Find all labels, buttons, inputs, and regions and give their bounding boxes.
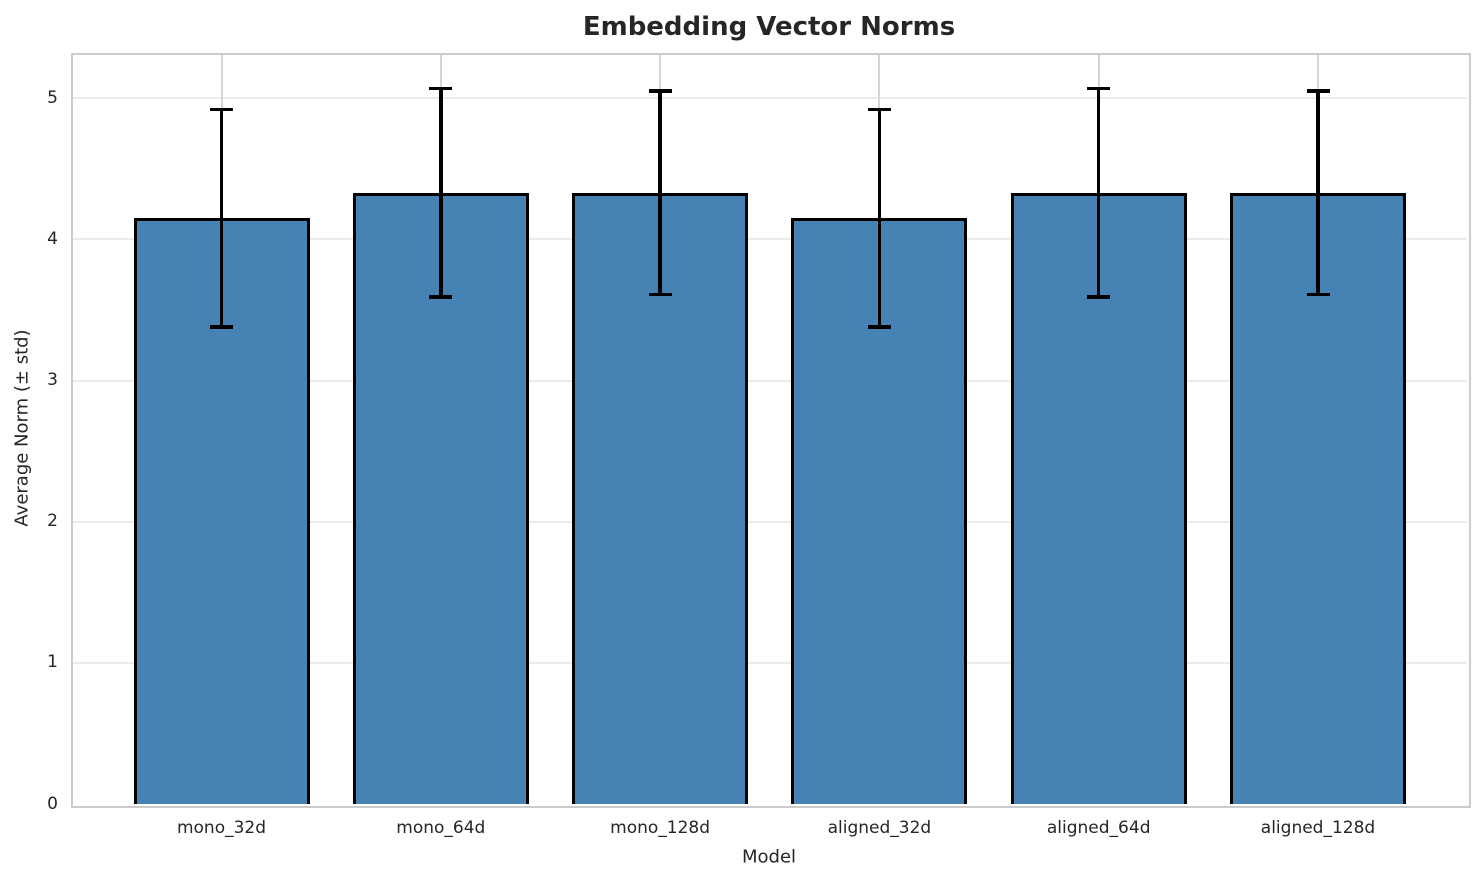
y-tick-label: 0 [47, 793, 58, 814]
x-tick-label: mono_32d [176, 818, 267, 838]
y-tick-label: 5 [47, 87, 58, 108]
x-axis-label: Model [741, 846, 797, 868]
plot-area [71, 53, 1471, 808]
x-tick-label: mono_64d [396, 818, 486, 838]
x-tick-label: aligned_32d [827, 818, 932, 838]
chart-title: Embedding Vector Norms [582, 12, 956, 42]
y-tick-label: 4 [47, 228, 58, 249]
x-tick-label: aligned_128d [1260, 818, 1376, 838]
x-tick-label: aligned_64d [1046, 818, 1151, 838]
x-tick-label: mono_128d [610, 818, 711, 838]
y-tick-label: 1 [47, 652, 58, 673]
y-axis-label: Average Norm (± std) [11, 329, 33, 527]
